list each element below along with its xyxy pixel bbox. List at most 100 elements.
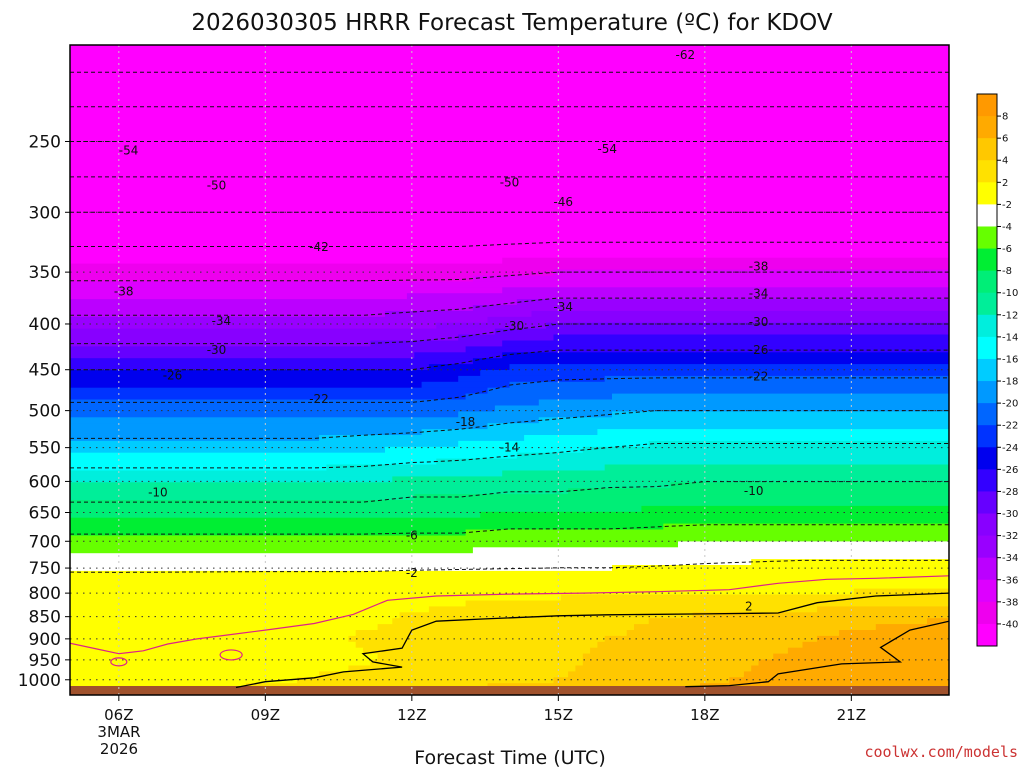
colorbar-swatch: [977, 314, 997, 338]
temperature-cell: [509, 364, 949, 371]
temperature-cell: [70, 523, 664, 531]
colorbar-swatch: [977, 138, 997, 161]
temperature-cell: [802, 641, 949, 649]
temperature-cell: [70, 74, 949, 81]
temperature-cell: [502, 287, 949, 294]
temperature-cell: [553, 334, 949, 341]
temperature-cell: [70, 352, 415, 359]
temperature-cell: [502, 257, 949, 265]
colorbar-swatch: [977, 469, 997, 492]
temperature-cell: [70, 576, 949, 584]
temperature-cell: [582, 446, 949, 454]
temperature-cell: [385, 310, 533, 318]
isotherm-label: -22: [749, 370, 769, 384]
temperature-cell: [70, 139, 949, 146]
isotherm-line: [70, 377, 949, 403]
temperature-cell: [70, 358, 474, 365]
temperature-cell: [297, 677, 555, 684]
pressure-tick-label: 500: [29, 402, 61, 422]
temperature-cell: [538, 417, 949, 424]
isotherm-label: -10: [744, 484, 764, 498]
temperature-cell: [70, 600, 467, 607]
temperature-cell: [751, 665, 949, 672]
temperature-cell: [612, 411, 949, 418]
temperature-cell: [70, 476, 393, 483]
temperature-cell: [70, 216, 949, 223]
temperature-cell: [319, 435, 525, 442]
isotherm-label: -62: [675, 48, 695, 62]
isotherm-label: -50: [207, 179, 227, 193]
temperature-cell: [70, 435, 320, 442]
temperature-cell: [604, 635, 818, 643]
colorbar-label: 6: [1002, 134, 1008, 145]
temperature-cell: [817, 606, 949, 613]
temperature-cell: [524, 435, 949, 442]
colorbar-swatch: [977, 182, 997, 205]
temperature-cell: [487, 423, 949, 430]
temperature-cell: [458, 375, 606, 383]
temperature-cell: [385, 446, 584, 454]
temperature-cell: [70, 110, 949, 117]
time-tick-label: 18Z: [690, 706, 719, 724]
temperature-cell: [516, 299, 949, 306]
temperature-cell: [626, 630, 840, 637]
pressure-tick-label: 950: [29, 651, 61, 671]
isotherm-label: -22: [309, 392, 329, 406]
time-tick-label: 06Z: [104, 706, 133, 724]
temperature-cell: [853, 588, 949, 596]
colorbar-swatch: [977, 425, 997, 448]
colorbar-label: -14: [1002, 332, 1018, 343]
temperature-cell: [414, 352, 503, 359]
time-tick-label: 15Z: [544, 706, 573, 724]
temperature-cell: [729, 677, 949, 684]
temperature-cell: [326, 464, 606, 471]
temperature-cell: [70, 411, 459, 418]
ground-layer: [70, 686, 949, 695]
colorbar-frame: [976, 93, 998, 647]
temperature-cell: [70, 612, 401, 619]
credit-link[interactable]: coolwx.com/models: [864, 743, 1018, 761]
time-tick-label: 21Z: [837, 706, 866, 724]
temperature-cell: [70, 570, 949, 578]
temperature-cell: [70, 293, 408, 300]
colorbar-swatch: [977, 491, 997, 514]
temperature-cell: [70, 535, 949, 542]
isotherm-label: -54: [119, 144, 139, 158]
temperature-cell: [553, 677, 730, 684]
temperature-cell: [70, 381, 423, 389]
temperature-cell: [472, 358, 949, 365]
pressure-tick-label: 550: [29, 439, 61, 459]
temperature-cell: [70, 257, 503, 265]
temperature-cell: [465, 393, 613, 401]
temperature-cell: [70, 334, 459, 341]
temperature-cell: [70, 115, 949, 123]
isotherm-label: -50: [500, 176, 520, 190]
temperature-cell: [70, 45, 949, 52]
isotherm-label: -30: [749, 315, 769, 329]
temperature-cell: [70, 92, 949, 99]
temperature-cell: [70, 565, 613, 572]
temperature-cell: [363, 647, 591, 655]
temperature-cell: [70, 299, 518, 306]
colorbar-label: -12: [1002, 310, 1018, 321]
temperature-cell: [70, 423, 489, 430]
temperature-cell: [70, 157, 949, 164]
colorbar-label: -40: [1002, 619, 1018, 630]
pressure-tick-label: 850: [29, 608, 61, 628]
chart-title: 2026030305 HRRR Forecast Temperature (ºC…: [191, 10, 832, 36]
temperature-cell: [692, 612, 949, 619]
time-tick-label: 09Z: [251, 706, 280, 724]
temperature-cell: [70, 364, 430, 371]
pressure-tick-label: 600: [29, 472, 61, 492]
isotherm-label: -26: [163, 369, 183, 383]
temperature-cell: [70, 222, 949, 229]
temperature-cell: [480, 511, 949, 519]
colorbar-swatch: [977, 403, 997, 426]
temperature-cell: [377, 653, 584, 661]
colorbar-label: -8: [1002, 266, 1012, 277]
temperature-cell: [641, 505, 949, 513]
temperature-cell: [70, 505, 642, 513]
temperature-cell: [546, 322, 949, 330]
time-tick-label: 12Z: [397, 706, 426, 724]
temperature-cell: [70, 310, 386, 318]
